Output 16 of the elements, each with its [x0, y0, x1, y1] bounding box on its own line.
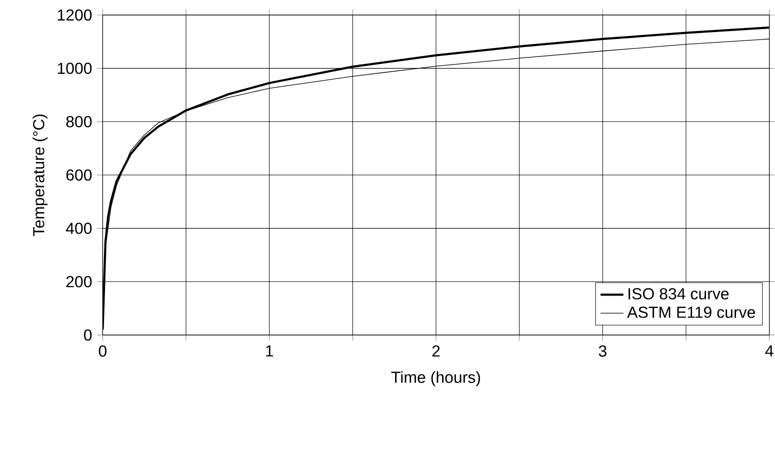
x-axis-title: Time (hours): [391, 371, 480, 386]
x-tick-label: 2: [432, 345, 440, 357]
y-tick-label: 800: [66, 116, 92, 128]
legend-label: ASTM E119 curve: [627, 306, 755, 318]
x-tick-label: 3: [598, 345, 606, 357]
y-tick-label: 400: [66, 222, 92, 234]
x-tick-label: 0: [98, 345, 107, 357]
y-tick-label: 600: [66, 169, 92, 181]
y-tick-label: 200: [66, 276, 92, 288]
x-tick-label: 4: [765, 345, 774, 356]
legend-label: ISO 834 curve: [628, 288, 729, 300]
y-tick-label: 0: [84, 329, 92, 341]
x-tick-label: 1: [266, 345, 274, 356]
y-axis-title: Temperature (°C): [32, 114, 48, 236]
y-tick-label: 1000: [58, 62, 92, 74]
y-tick-label: 1200: [58, 9, 92, 21]
